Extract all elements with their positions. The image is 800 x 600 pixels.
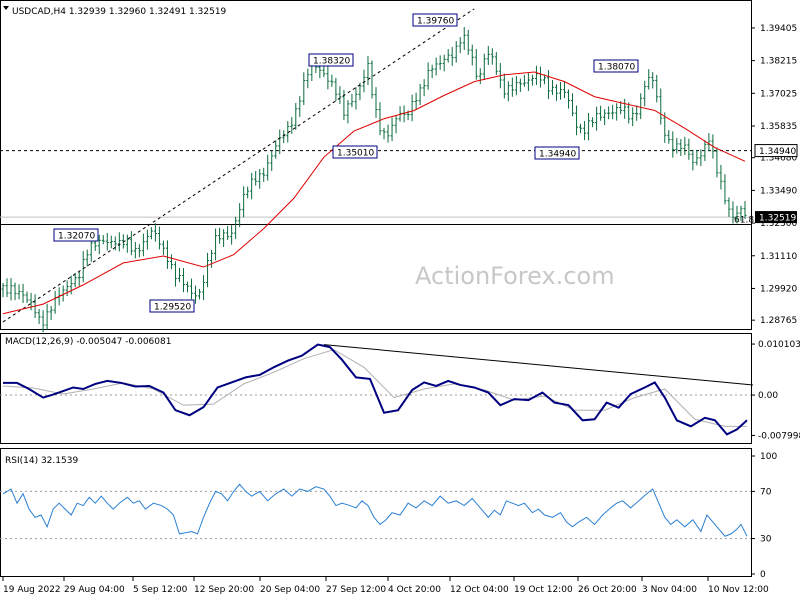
x-tick-label: 12 Sep 20:00 — [194, 585, 254, 595]
x-tick-label: 20 Sep 04:00 — [260, 585, 320, 595]
macd-divergence-line — [323, 344, 754, 386]
trend-line — [2, 8, 475, 323]
dropdown-triangle-icon — [3, 6, 9, 10]
macd-y-tick-label: -0.007998 — [758, 431, 800, 441]
macd-panel — [0, 333, 752, 444]
x-tick-label: 19 Aug 2022 — [3, 585, 61, 595]
rsi-header-text: RSI(14) 32.1539 — [5, 456, 78, 466]
annotation-box — [332, 145, 378, 159]
macd-y-axis: 0.010103 0.00 -0.007998 — [751, 340, 800, 441]
price-y-axis: 1.39405 1.38215 1.37025 1.35835 1.34680 1.334… — [751, 24, 798, 326]
watermark: ActionForex.com — [415, 262, 615, 290]
annotation-label: 1.29520 — [154, 303, 191, 313]
current-price-box — [755, 211, 797, 224]
annotation-label: 1.38070 — [598, 63, 635, 73]
macd-header-text: MACD(12,26,9) -0.005047 -0.006081 — [5, 337, 171, 347]
price-candles — [1, 26, 747, 333]
x-tick-label: 4 Oct 20:00 — [388, 585, 441, 595]
price-y-tick-label: 1.33490 — [760, 186, 797, 196]
rsi-line — [2, 483, 748, 537]
price-panel — [0, 0, 752, 330]
rsi-lines — [0, 483, 751, 540]
annotation-box — [149, 299, 195, 313]
annotation-box — [308, 53, 354, 67]
price-y-tick-label: 1.31110 — [760, 252, 797, 262]
price-levels: 61.8 — [0, 150, 754, 225]
macd-y-tick-label: 0.00 — [758, 391, 778, 401]
price-y-tick-label: 1.29920 — [760, 284, 797, 294]
rsi-y-axis: 100 70 30 0 — [751, 452, 777, 580]
price-y-tick-label: 1.38215 — [760, 57, 797, 67]
price-y-tick-label: 1.28765 — [760, 316, 797, 326]
rsi-y-tick-label: 100 — [760, 452, 777, 462]
price-annotations: 1.32070 1.29520 1.38320 1.35010 1.39760 1.349… — [53, 13, 639, 313]
annotation-box — [53, 228, 99, 242]
x-tick-label: 19 Oct 12:00 — [514, 585, 573, 595]
x-tick-label: 12 Oct 04:00 — [450, 585, 509, 595]
macd-lines — [0, 343, 754, 436]
x-tick-label: 29 Aug 04:00 — [64, 585, 125, 595]
macd-line — [3, 343, 748, 436]
price-y-tick-label: 1.39405 — [760, 24, 797, 34]
annotation-box — [412, 13, 458, 27]
price-header: USDCAD,H4 1.32939 1.32960 1.32491 1.3251… — [3, 6, 227, 17]
x-tick-label: 5 Sep 12:00 — [133, 585, 188, 595]
rsi-y-tick-label: 30 — [760, 535, 772, 545]
price-y-tick-label: 1.37025 — [760, 89, 797, 99]
annotation-box — [534, 146, 580, 160]
x-tick-label: 27 Sep 12:00 — [326, 585, 386, 595]
annotation-label: 1.38320 — [313, 57, 350, 67]
x-tick-label: 10 Nov 12:00 — [708, 585, 769, 595]
annotation-label: 1.32070 — [58, 232, 95, 242]
macd-y-tick-label: 0.010103 — [758, 340, 800, 350]
marked-level-label: 1.34940 — [759, 147, 796, 157]
price-y-tick-label: 1.35835 — [760, 122, 797, 132]
rsi-y-tick-label: 0 — [760, 570, 766, 580]
rsi-panel — [0, 448, 752, 577]
current-price-label: 1.32519 — [759, 214, 796, 224]
annotation-label: 1.39760 — [417, 17, 454, 27]
annotation-label: 1.35010 — [337, 149, 374, 159]
rsi-y-tick-label: 70 — [760, 487, 772, 497]
price-y-tick-label: 1.32300 — [760, 219, 797, 229]
moving-average-line — [2, 71, 746, 315]
annotation-box — [593, 59, 639, 73]
fib-label: 61.8 — [734, 215, 754, 225]
annotation-label: 1.34940 — [539, 150, 576, 160]
marked-level-box — [754, 144, 798, 158]
price-lines — [2, 8, 746, 323]
x-axis: 19 Aug 2022 29 Aug 04:00 5 Sep 12:00 12 Sep… — [2, 577, 769, 595]
price-y-tick-label: 1.34680 — [760, 154, 797, 164]
price-header-text: USDCAD,H4 1.32939 1.32960 1.32491 1.3251… — [12, 7, 227, 17]
x-tick-label: 26 Oct 20:00 — [578, 585, 637, 595]
x-tick-label: 3 Nov 04:00 — [642, 585, 697, 595]
